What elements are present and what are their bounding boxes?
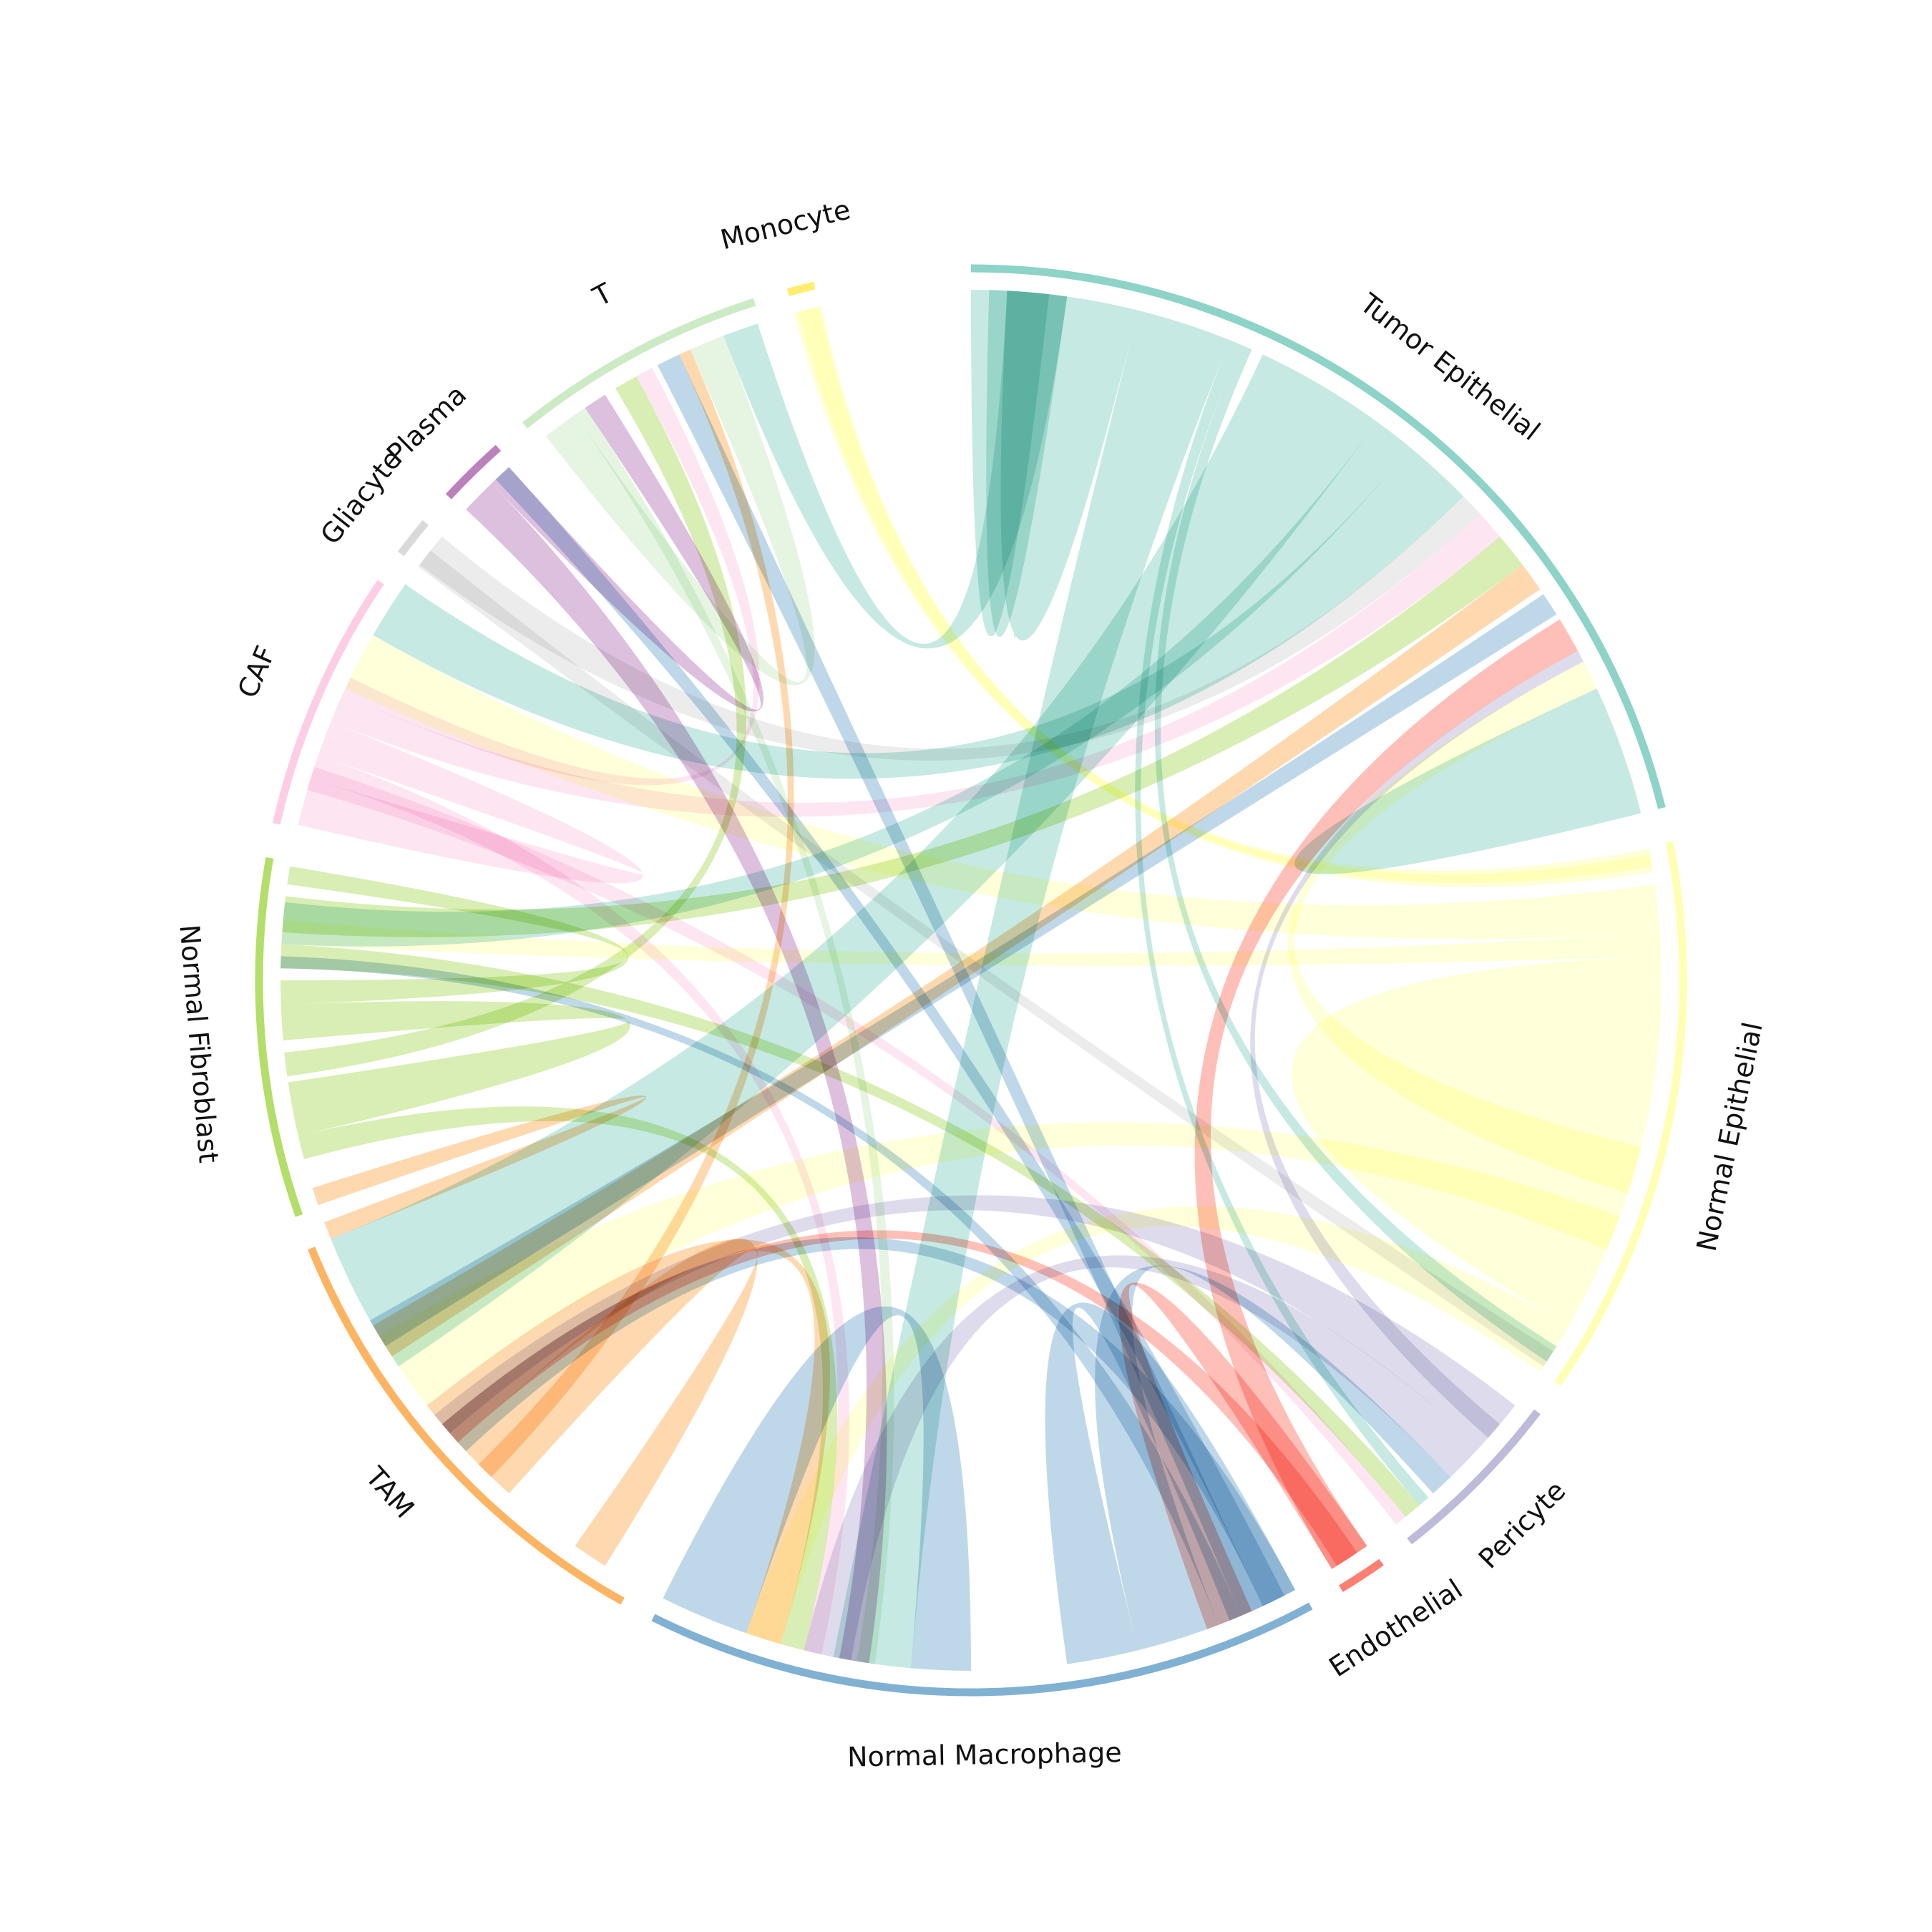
chord-ribbons	[280, 290, 1662, 1671]
node-arcs	[255, 264, 1687, 1697]
chord-ribbon-gliacyte-to-tumor-epithelial	[419, 496, 1480, 761]
node-arc-tumor-epithelial	[970, 264, 1666, 809]
chord-ribbon-caf-to-caf	[298, 721, 643, 884]
node-label-caf: CAF	[232, 641, 282, 703]
node-arc-pericyte	[1407, 1409, 1541, 1545]
node-label-monocyte: Monocyte	[718, 193, 854, 255]
node-arc-normal-fibroblast	[255, 857, 303, 1217]
node-label-plasma: Plasma	[381, 379, 473, 469]
node-label-normal-epithelial: Normal Epithelial	[1691, 1020, 1769, 1254]
node-arc-plasma	[445, 444, 502, 499]
chord-ribbon-tam-to-tam	[457, 1238, 758, 1566]
node-arc-monocyte	[786, 281, 816, 296]
chord-ribbon-normal-macrophage-to-tam	[441, 1236, 1295, 1606]
chord-ribbon-plasma-to-normal-macrophage	[466, 483, 887, 1664]
node-arc-tam	[308, 1246, 625, 1605]
node-arc-t	[522, 298, 756, 429]
node-arc-caf	[272, 580, 384, 825]
chord-ribbon-gliacyte-to-normal-epithelial	[418, 550, 1553, 1367]
chord-ribbon-tam-to-normal-macrophage	[426, 1239, 830, 1644]
node-label-normal-macrophage: Normal Macrophage	[847, 1737, 1122, 1773]
node-label-t: T	[587, 277, 618, 313]
chord-ribbon-tam-to-normal-fibroblast	[312, 1095, 647, 1239]
chord-ribbon-normal-epithelial-to-caf	[345, 635, 1660, 940]
node-label-normal-fibroblast: Normal Fibroblast	[173, 923, 224, 1164]
node-arc-endothelial	[1339, 1558, 1384, 1592]
node-arc-gliacyte	[397, 519, 429, 557]
chord-ribbon-normal-macrophage-to-normal-macrophage	[663, 1306, 971, 1671]
node-arc-normal-epithelial	[1554, 841, 1687, 1386]
chord-ribbon-endothelial-to-normal-macrophage	[1118, 1282, 1367, 1629]
chord-ribbon-tumor-epithelial-to-tumor-epithelial	[1294, 688, 1641, 874]
chord-ribbon-plasma-to-t	[491, 394, 763, 712]
node-label-pericyte: Pericyte	[1473, 1475, 1572, 1575]
chord-ribbon-t-to-t	[545, 336, 815, 686]
node-arc-normal-macrophage	[651, 1602, 1313, 1697]
chord-ribbon-t-to-tumor-epithelial	[723, 291, 1068, 649]
chord-ribbon-normal-macrophage-to-t	[657, 354, 1263, 1616]
node-label-tam: TAM	[359, 1460, 421, 1524]
chord-ribbon-normal-fibroblast-to-normal-fibroblast	[280, 866, 628, 1005]
node-label-tumor-epithelial: Tumor Epithelial	[1354, 287, 1546, 447]
chord-ribbon-normal-fibroblast-to-normal-fibroblast	[280, 1001, 630, 1136]
chord-ribbon-normal-epithelial-to-normal-macrophage	[746, 1206, 1569, 1644]
